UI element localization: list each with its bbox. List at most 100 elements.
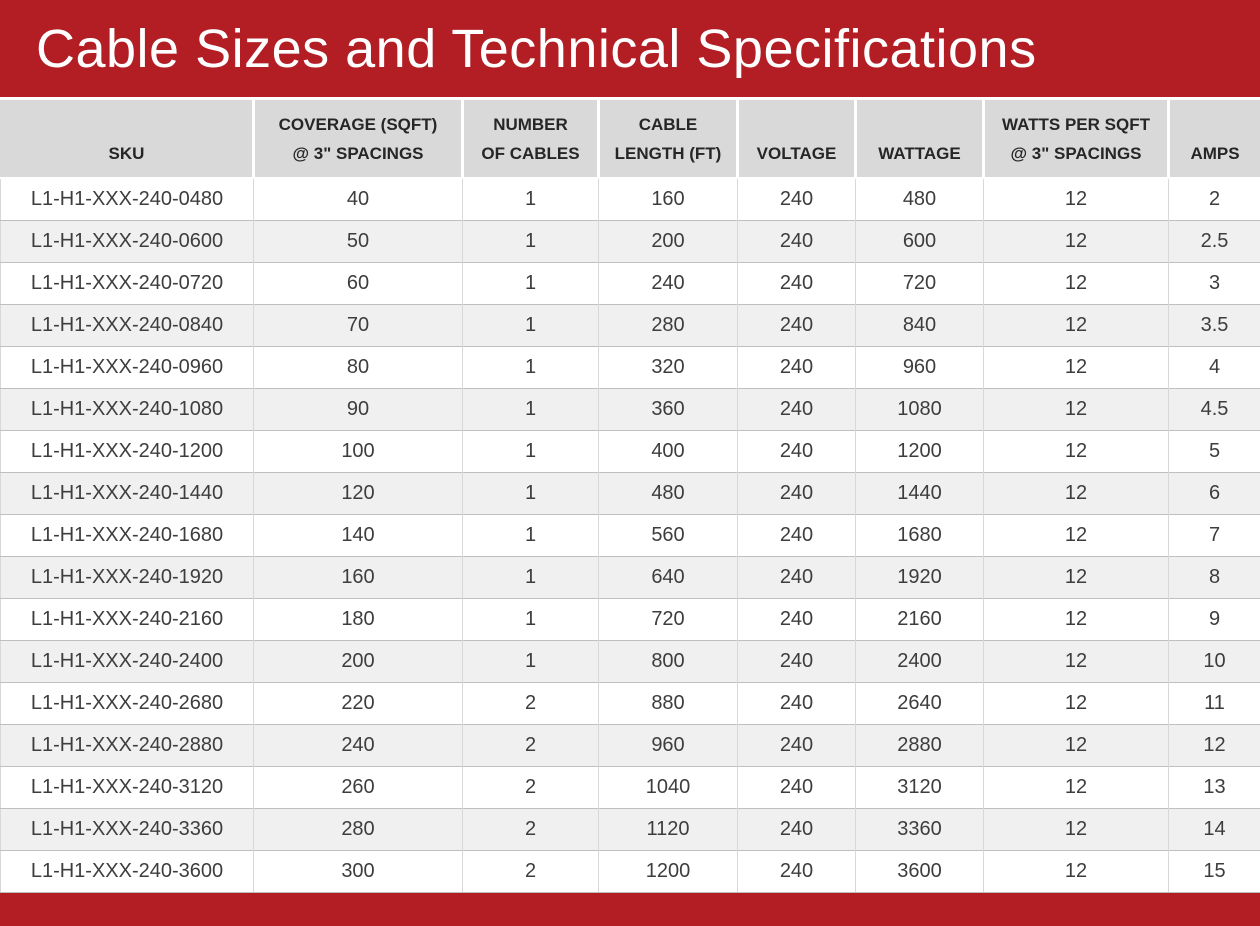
cell-cable-length: 880: [598, 681, 738, 724]
cell-sku: L1-H1-XXX-240-1200: [0, 429, 254, 472]
cell-number-of-cables: 1: [462, 639, 599, 682]
cell-voltage: 240: [737, 555, 856, 598]
cell-number-of-cables: 2: [462, 723, 599, 766]
cell-voltage: 240: [737, 639, 856, 682]
cell-voltage: 240: [737, 261, 856, 304]
cell-watts-per-sqft: 12: [983, 261, 1169, 304]
cell-coverage: 50: [253, 219, 463, 262]
bottom-red-band: [0, 892, 1260, 926]
cell-watts-per-sqft: 12: [983, 639, 1169, 682]
cell-sku: L1-H1-XXX-240-3360: [0, 807, 254, 850]
cell-number-of-cables: 2: [462, 807, 599, 850]
cell-amps: 11: [1168, 681, 1260, 724]
table-header-row: SKU COVERAGE (SQFT) @ 3" SPACINGS NUMBER OF …: [0, 100, 1260, 179]
table-row: L1-H1-XXX-240-2400 200 1 800 240 2400 12 10: [0, 639, 1260, 682]
cell-coverage: 180: [253, 597, 463, 640]
cell-amps: 14: [1168, 807, 1260, 850]
cell-amps: 15: [1168, 849, 1260, 893]
table-row: L1-H1-XXX-240-0720 60 1 240 240 720 12 3: [0, 261, 1260, 304]
cell-watts-per-sqft: 12: [983, 429, 1169, 472]
cell-voltage: 240: [737, 681, 856, 724]
cell-voltage: 240: [737, 345, 856, 388]
cell-voltage: 240: [737, 219, 856, 262]
cell-wattage: 1080: [855, 387, 984, 430]
cell-coverage: 260: [253, 765, 463, 808]
cell-cable-length: 400: [598, 429, 738, 472]
cell-amps: 9: [1168, 597, 1260, 640]
spec-table: SKU COVERAGE (SQFT) @ 3" SPACINGS NUMBER OF …: [0, 100, 1260, 893]
cell-watts-per-sqft: 12: [983, 849, 1169, 893]
cell-amps: 2.5: [1168, 219, 1260, 262]
cell-sku: L1-H1-XXX-240-1080: [0, 387, 254, 430]
column-header-line: VOLTAGE: [756, 144, 837, 163]
cell-amps: 2: [1168, 177, 1260, 220]
cell-sku: L1-H1-XXX-240-2680: [0, 681, 254, 724]
cell-voltage: 240: [737, 429, 856, 472]
cell-watts-per-sqft: 12: [983, 177, 1169, 220]
cell-coverage: 300: [253, 849, 463, 893]
cell-watts-per-sqft: 12: [983, 597, 1169, 640]
cell-amps: 4.5: [1168, 387, 1260, 430]
column-header-coverage: COVERAGE (SQFT) @ 3" SPACINGS: [252, 100, 463, 179]
cell-wattage: 840: [855, 303, 984, 346]
cell-cable-length: 160: [598, 177, 738, 220]
cell-number-of-cables: 2: [462, 681, 599, 724]
column-header-line: AMPS: [1190, 144, 1240, 163]
cell-number-of-cables: 1: [462, 177, 599, 220]
cell-sku: L1-H1-XXX-240-0600: [0, 219, 254, 262]
cell-watts-per-sqft: 12: [983, 723, 1169, 766]
cell-sku: L1-H1-XXX-240-3120: [0, 765, 254, 808]
cell-number-of-cables: 1: [462, 513, 599, 556]
cell-sku: L1-H1-XXX-240-0480: [0, 177, 254, 220]
cell-coverage: 100: [253, 429, 463, 472]
cell-wattage: 1440: [855, 471, 984, 514]
cell-cable-length: 480: [598, 471, 738, 514]
table-row: L1-H1-XXX-240-1440 120 1 480 240 1440 12 6: [0, 471, 1260, 514]
cell-wattage: 720: [855, 261, 984, 304]
cell-cable-length: 720: [598, 597, 738, 640]
cell-cable-length: 240: [598, 261, 738, 304]
cell-watts-per-sqft: 12: [983, 765, 1169, 808]
cell-sku: L1-H1-XXX-240-2400: [0, 639, 254, 682]
cell-voltage: 240: [737, 723, 856, 766]
cell-number-of-cables: 2: [462, 765, 599, 808]
cell-number-of-cables: 2: [462, 849, 599, 893]
page-title: Cable Sizes and Technical Specifications: [36, 18, 1037, 79]
cell-voltage: 240: [737, 177, 856, 220]
cell-wattage: 960: [855, 345, 984, 388]
cell-cable-length: 560: [598, 513, 738, 556]
cell-wattage: 1920: [855, 555, 984, 598]
column-header-line: CABLE: [638, 115, 698, 134]
cell-amps: 6: [1168, 471, 1260, 514]
cell-cable-length: 640: [598, 555, 738, 598]
cell-watts-per-sqft: 12: [983, 471, 1169, 514]
cell-watts-per-sqft: 12: [983, 303, 1169, 346]
table-row: L1-H1-XXX-240-2880 240 2 960 240 2880 12 12: [0, 723, 1260, 766]
cell-sku: L1-H1-XXX-240-0840: [0, 303, 254, 346]
column-header-line: @ 3" SPACINGS: [292, 144, 424, 163]
cell-watts-per-sqft: 12: [983, 555, 1169, 598]
cell-coverage: 40: [253, 177, 463, 220]
table-row: L1-H1-XXX-240-0840 70 1 280 240 840 12 3.5: [0, 303, 1260, 346]
table-row: L1-H1-XXX-240-1680 140 1 560 240 1680 12 7: [0, 513, 1260, 556]
title-banner: Cable Sizes and Technical Specifications: [0, 0, 1260, 97]
cell-amps: 4: [1168, 345, 1260, 388]
cell-sku: L1-H1-XXX-240-0960: [0, 345, 254, 388]
column-header-sku: SKU: [0, 100, 254, 179]
cell-wattage: 1200: [855, 429, 984, 472]
table-row: L1-H1-XXX-240-1920 160 1 640 240 1920 12 8: [0, 555, 1260, 598]
cell-watts-per-sqft: 12: [983, 513, 1169, 556]
cell-voltage: 240: [737, 849, 856, 893]
table-row: L1-H1-XXX-240-1080 90 1 360 240 1080 12 4.5: [0, 387, 1260, 430]
table-row: L1-H1-XXX-240-3120 260 2 1040 240 3120 12 13: [0, 765, 1260, 808]
table-row: L1-H1-XXX-240-2160 180 1 720 240 2160 12 9: [0, 597, 1260, 640]
cell-sku: L1-H1-XXX-240-0720: [0, 261, 254, 304]
column-header-line: SKU: [108, 144, 145, 163]
cell-voltage: 240: [737, 303, 856, 346]
cell-amps: 13: [1168, 765, 1260, 808]
cell-number-of-cables: 1: [462, 387, 599, 430]
table-row: L1-H1-XXX-240-1200 100 1 400 240 1200 12 5: [0, 429, 1260, 472]
cell-amps: 7: [1168, 513, 1260, 556]
cell-amps: 10: [1168, 639, 1260, 682]
